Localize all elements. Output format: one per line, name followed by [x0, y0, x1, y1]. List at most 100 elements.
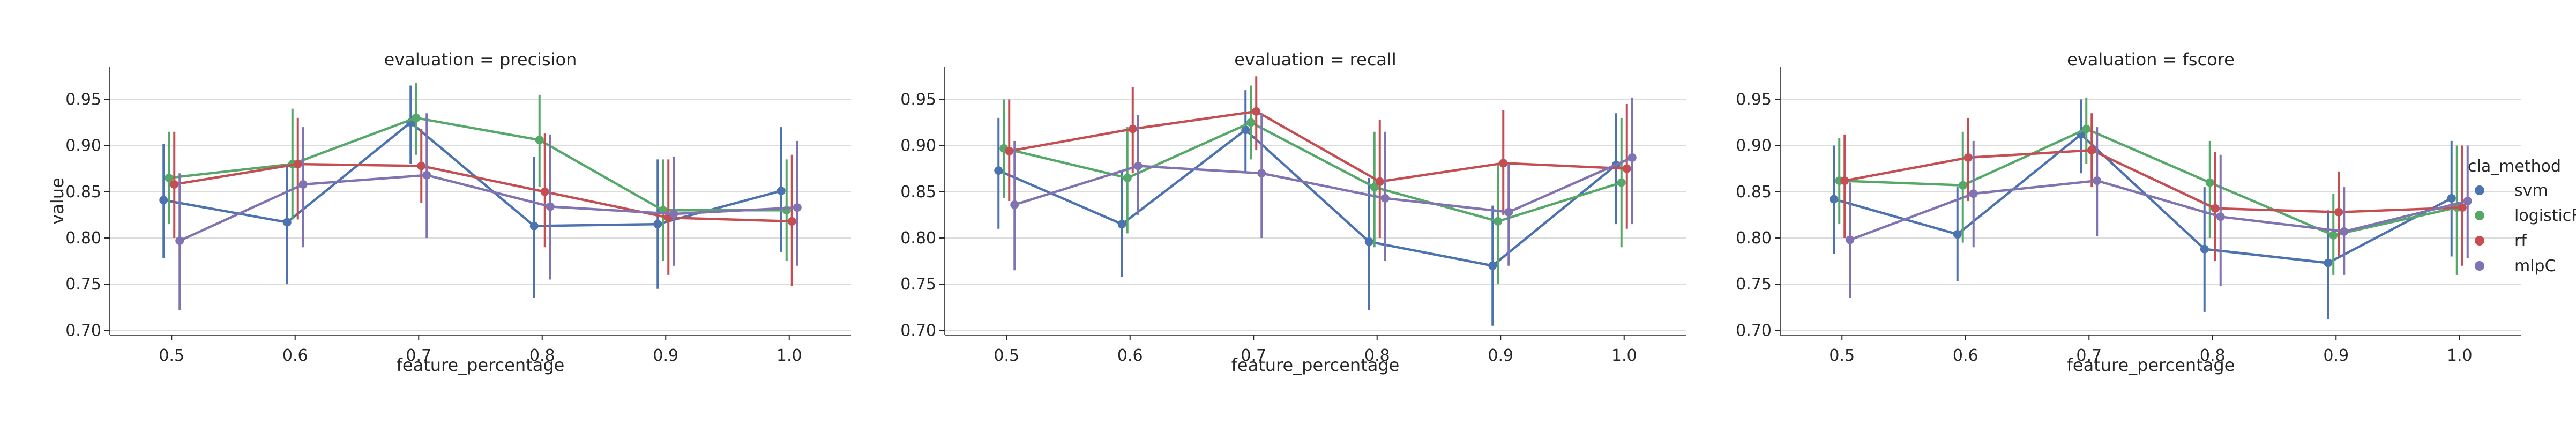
x-tick-label: 1.0	[2447, 346, 2473, 365]
data-point	[793, 203, 802, 212]
data-point	[1117, 220, 1126, 229]
facet-panel-1: 0.70 0.75 0.80 0.85 0.90 0.95 0.5 0.6 0.7 0.8 0.9 1…	[65, 49, 851, 375]
x-tick-label: 0.7	[406, 346, 431, 365]
y-tick-label: 0.70	[900, 321, 936, 340]
panel-title: evaluation = recall	[1234, 49, 1397, 70]
y-tick-label: 0.75	[65, 275, 101, 294]
data-point	[159, 196, 168, 205]
data-point	[1128, 124, 1137, 133]
data-point	[1133, 161, 1143, 170]
x-tick-label: 0.5	[1829, 346, 1855, 365]
data-point	[1123, 173, 1132, 182]
y-tick-label: 0.85	[65, 183, 101, 202]
data-point	[2334, 207, 2343, 217]
x-tick-label: 0.8	[529, 346, 555, 365]
data-point	[1241, 125, 1250, 135]
x-tick-label: 0.6	[1117, 346, 1143, 365]
data-point	[2447, 194, 2456, 203]
legend-marker	[2475, 211, 2484, 220]
series-mlpC	[1010, 97, 1637, 271]
y-tick-label: 0.95	[65, 90, 101, 109]
y-tick-label: 0.75	[1736, 275, 1772, 294]
data-point	[994, 166, 1003, 175]
y-tick-label: 0.80	[1736, 229, 1772, 248]
data-point	[1504, 207, 1513, 217]
y-tick-label: 0.70	[65, 321, 101, 340]
data-point	[540, 187, 549, 196]
data-point	[412, 113, 421, 122]
x-tick-label: 0.8	[1364, 346, 1390, 365]
facet-panel-3: 0.70 0.75 0.80 0.85 0.90 0.95 0.5 0.6 0.7 0.8 0.9 1…	[1736, 49, 2521, 375]
data-point	[535, 136, 544, 145]
data-point	[2340, 227, 2349, 236]
data-point	[1380, 194, 1390, 203]
panel-title: evaluation = fscore	[2067, 49, 2235, 70]
x-axis-label: feature_percentage	[1231, 355, 1400, 375]
series-line	[1009, 110, 1627, 183]
legend-label: svm	[2514, 181, 2548, 200]
facet-panel-2: 0.70 0.75 0.80 0.85 0.90 0.95 0.5 0.6 0.7 0.8 0.9 1…	[900, 49, 1686, 375]
data-point	[2211, 204, 2220, 213]
y-tick-label: 0.80	[900, 229, 936, 248]
series-line	[998, 128, 1617, 267]
x-axis-label: feature_percentage	[2067, 355, 2235, 375]
legend-label: mlpC	[2514, 257, 2556, 276]
data-point	[2216, 212, 2225, 221]
data-point	[1830, 195, 1839, 204]
data-point	[546, 202, 555, 211]
y-tick-label: 0.85	[1736, 183, 1772, 202]
data-point	[293, 160, 302, 169]
legend-marker	[2475, 261, 2484, 271]
series-mlpC	[1846, 127, 2472, 299]
data-point	[1840, 176, 1849, 185]
data-point	[170, 180, 179, 189]
data-point	[282, 218, 292, 227]
y-tick-label: 0.75	[900, 275, 936, 294]
y-tick-label: 0.80	[65, 229, 101, 248]
series-rf	[1005, 76, 1631, 238]
series-svm	[1830, 99, 2456, 319]
series-mlpC	[175, 113, 802, 310]
data-point	[1488, 261, 1497, 270]
data-point	[787, 217, 796, 226]
data-point	[2329, 231, 2338, 240]
data-point	[175, 236, 184, 246]
y-tick-label: 0.95	[1736, 90, 1772, 109]
data-point	[2082, 124, 2091, 133]
data-point	[2200, 244, 2209, 254]
data-point	[669, 210, 678, 219]
y-tick-label: 0.95	[900, 90, 936, 109]
data-point	[653, 220, 662, 229]
legend-marker	[2475, 236, 2484, 246]
legend-marker	[2475, 185, 2484, 195]
data-point	[1257, 169, 1266, 178]
data-point	[776, 187, 786, 196]
series-logisticR	[165, 83, 791, 262]
data-point	[1370, 183, 1379, 192]
series-rf	[1840, 113, 2467, 266]
panel-title: evaluation = precision	[384, 49, 577, 70]
y-tick-label: 0.90	[65, 137, 101, 155]
data-point	[2087, 146, 2096, 155]
series-svm	[994, 90, 1621, 326]
x-tick-label: 1.0	[776, 346, 802, 365]
x-tick-label: 0.5	[159, 346, 184, 365]
y-tick-label: 0.70	[1736, 321, 1772, 340]
data-point	[417, 161, 426, 170]
series-line	[179, 174, 797, 242]
series-line	[174, 162, 792, 223]
data-point	[1005, 146, 1014, 155]
series-line	[1014, 156, 1633, 213]
x-tick-label: 0.9	[653, 346, 678, 365]
series-logisticR	[1835, 97, 2461, 275]
data-point	[298, 180, 308, 189]
y-axis-label: value	[47, 177, 68, 224]
data-point	[2458, 203, 2467, 212]
data-point	[1494, 217, 1503, 226]
series-line	[168, 116, 787, 212]
data-point	[1252, 107, 1261, 116]
y-tick-label: 0.90	[1736, 137, 1772, 155]
data-point	[1364, 237, 1373, 246]
